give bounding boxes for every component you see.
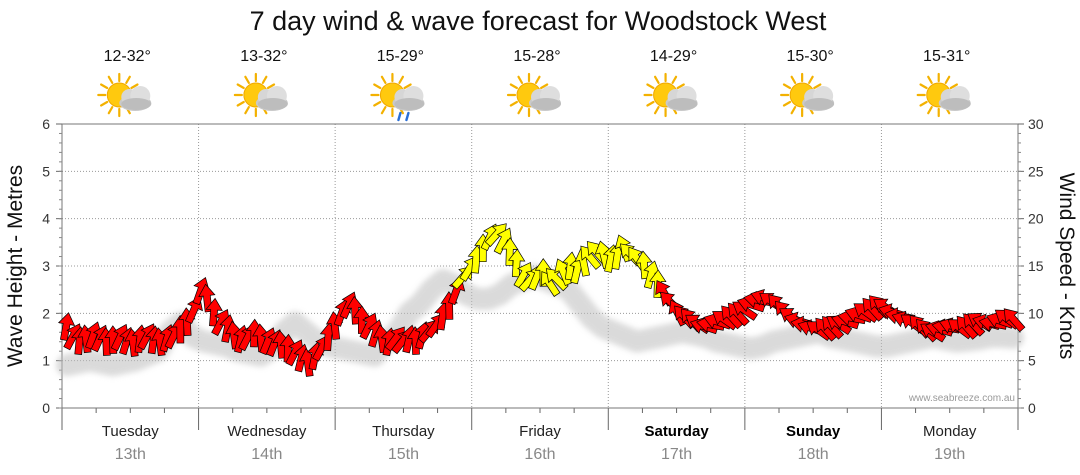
credit-text: www.seabreeze.com.au [908,393,1015,404]
day-name-label: Thursday [372,423,435,440]
sun-cloud-icon [643,72,698,118]
right-tick-label: 30 [1028,116,1044,132]
sun-cloud-rain-icon [370,72,425,122]
left-tick-label: 5 [42,163,50,179]
temperature-range: 15-31° [923,48,970,65]
left-axis-ticks: 0 1 2 3 4 5 6 [42,116,62,416]
day-name-label: Tuesday [102,423,159,440]
wind-arrow [205,297,223,327]
left-tick-label: 6 [42,116,50,132]
right-tick-label: 0 [1028,400,1036,416]
wind-arrow [57,312,76,341]
day-name-label: Monday [923,423,977,440]
left-tick-label: 2 [42,305,50,321]
temperature-range: 15-30° [786,48,833,65]
wind-speed-series [57,223,1026,377]
day-name-label: Wednesday [227,423,306,440]
left-tick-label: 3 [42,258,50,274]
day-date-label: 19th [934,446,965,463]
day-date-label: 17th [661,446,692,463]
right-tick-label: 5 [1028,353,1036,369]
day-date-label: 16th [524,446,555,463]
sun-cloud-icon [233,72,288,118]
temperature-range: 12-32° [104,48,151,65]
day-name-label: Friday [519,423,561,440]
temperature-range: 13-32° [240,48,287,65]
left-tick-label: 0 [42,400,50,416]
chart-title: 7 day wind & wave forecast for Woodstock… [250,6,827,36]
temperature-range: 15-29° [377,48,424,65]
day-date-label: 15th [388,446,419,463]
right-tick-label: 20 [1028,211,1044,227]
temperature-range: 14-29° [650,48,697,65]
temperature-range: 15-28° [513,48,560,65]
day-axis-labels: Tuesday 13th Wednesday 14th Thursday 15th Frid… [102,423,977,463]
day-date-label: 18th [798,446,829,463]
right-axis-label: Wind Speed - Knots [1055,173,1078,360]
wind-arrow [1003,308,1026,333]
day-date-label: 14th [251,446,282,463]
right-tick-label: 25 [1028,163,1044,179]
right-tick-label: 15 [1028,258,1044,274]
sun-cloud-icon [916,72,971,118]
right-axis-ticks: 0 5 10 15 20 25 30 [1018,116,1044,416]
day-date-label: 13th [115,446,146,463]
right-tick-label: 10 [1028,305,1044,321]
sun-cloud-icon [780,72,835,118]
left-tick-label: 4 [42,211,50,227]
left-tick-label: 1 [42,353,50,369]
left-axis-label: Wave Height - Metres [4,165,27,367]
sun-cloud-icon [506,72,561,118]
day-name-label: Sunday [786,423,841,440]
day-name-label: Saturday [644,423,709,440]
daily-weather-header: 12-32° 13-32° 15-29° 15-28° 14-29° 15-30° 15-3… [97,48,971,122]
sun-cloud-icon [97,72,152,118]
wind-arrow [507,248,526,278]
